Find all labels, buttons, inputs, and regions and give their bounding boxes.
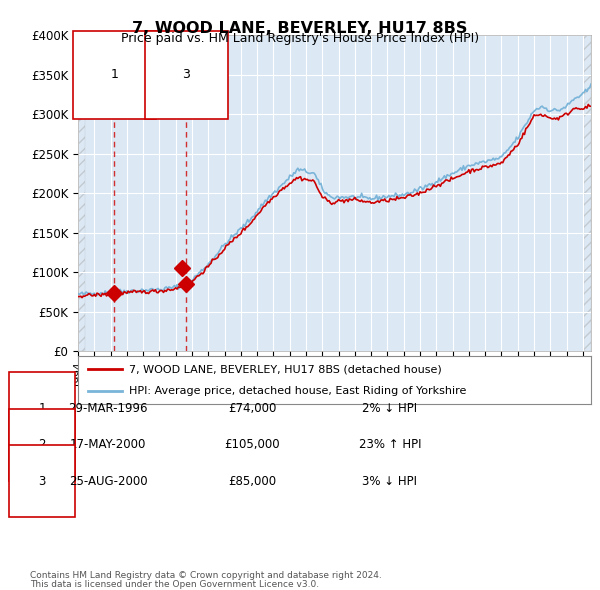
Text: 2% ↓ HPI: 2% ↓ HPI — [362, 402, 418, 415]
Text: 1: 1 — [110, 68, 118, 81]
Text: £105,000: £105,000 — [224, 438, 280, 451]
Text: This data is licensed under the Open Government Licence v3.0.: This data is licensed under the Open Gov… — [30, 579, 319, 589]
Text: 1: 1 — [38, 402, 46, 415]
Text: 3: 3 — [182, 68, 190, 81]
Text: Price paid vs. HM Land Registry's House Price Index (HPI): Price paid vs. HM Land Registry's House … — [121, 32, 479, 45]
Text: 2: 2 — [38, 438, 46, 451]
Text: 23% ↑ HPI: 23% ↑ HPI — [359, 438, 421, 451]
Text: £85,000: £85,000 — [228, 475, 276, 488]
Text: HPI: Average price, detached house, East Riding of Yorkshire: HPI: Average price, detached house, East… — [130, 386, 467, 396]
Text: 17-MAY-2000: 17-MAY-2000 — [70, 438, 146, 451]
Text: 25-AUG-2000: 25-AUG-2000 — [68, 475, 148, 488]
Bar — [584, 35, 591, 351]
Text: £74,000: £74,000 — [228, 402, 276, 415]
Text: 3% ↓ HPI: 3% ↓ HPI — [362, 475, 418, 488]
Text: 29-MAR-1996: 29-MAR-1996 — [68, 402, 148, 415]
Text: 7, WOOD LANE, BEVERLEY, HU17 8BS (detached house): 7, WOOD LANE, BEVERLEY, HU17 8BS (detach… — [130, 364, 442, 374]
Text: 3: 3 — [38, 475, 46, 488]
Bar — [78, 35, 85, 351]
Text: Contains HM Land Registry data © Crown copyright and database right 2024.: Contains HM Land Registry data © Crown c… — [30, 571, 382, 581]
Text: 7, WOOD LANE, BEVERLEY, HU17 8BS: 7, WOOD LANE, BEVERLEY, HU17 8BS — [133, 21, 467, 35]
